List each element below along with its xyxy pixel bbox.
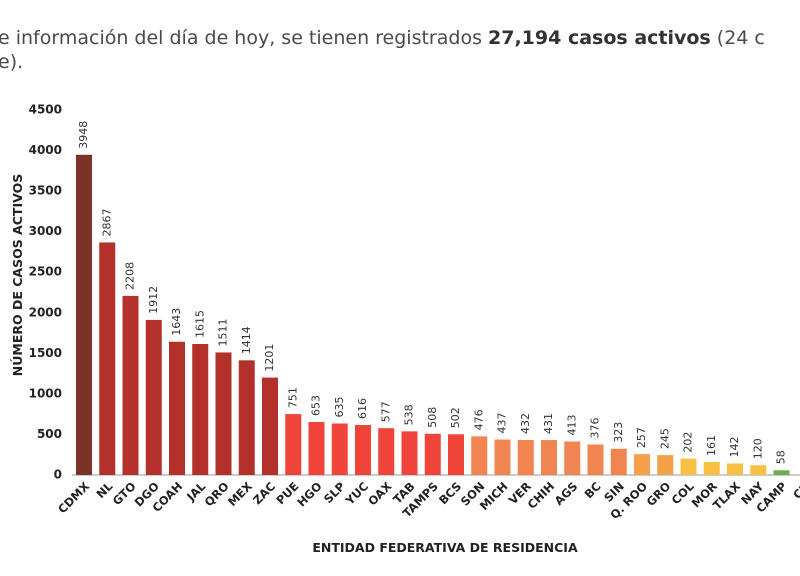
x-tick-label: CDMX	[55, 479, 92, 516]
y-tick-label: 2000	[29, 305, 62, 319]
x-tick-label: MEX	[225, 479, 255, 509]
value-label: 508	[426, 407, 439, 428]
value-label: 142	[728, 436, 741, 457]
x-tick-label: YUC	[342, 479, 371, 508]
value-label: 120	[751, 438, 764, 459]
bar	[262, 377, 278, 475]
value-label: 653	[310, 395, 323, 416]
x-tick-label: HGO	[294, 479, 324, 509]
value-label: 245	[658, 428, 671, 449]
x-tick-label: CHIH	[525, 479, 558, 512]
intro-text: (24 c	[711, 27, 765, 49]
value-label: 1643	[170, 308, 183, 336]
intro-line: e).	[0, 51, 23, 73]
y-tick-label: 4000	[29, 143, 62, 157]
value-label: 1201	[263, 344, 276, 372]
x-tick-label: ZAC	[250, 479, 278, 507]
x-tick-label: BC	[582, 479, 604, 501]
bar	[541, 440, 557, 475]
value-label: 161	[705, 435, 718, 456]
bar	[99, 242, 116, 475]
x-tick-label: OAX	[365, 479, 394, 508]
y-tick-label: 3500	[29, 184, 62, 198]
value-label: 502	[449, 407, 462, 428]
y-tick-label: 2500	[29, 265, 62, 279]
bar	[494, 439, 511, 475]
bar	[448, 434, 464, 475]
x-tick-label: CH	[790, 479, 800, 502]
bar	[680, 458, 697, 475]
intro-text: e información del día de hoy, se tienen …	[0, 27, 488, 49]
bar	[378, 428, 395, 475]
value-label: 323	[612, 422, 625, 443]
value-label: 476	[472, 409, 485, 430]
bar	[76, 154, 92, 476]
value-label: 577	[379, 401, 392, 422]
value-label: 1414	[240, 326, 253, 354]
value-label: 1615	[193, 310, 206, 338]
bar	[634, 454, 650, 475]
value-label: 616	[356, 398, 369, 419]
value-label: 3948	[77, 121, 90, 149]
bar	[122, 295, 139, 475]
bar	[564, 441, 581, 475]
bar	[750, 465, 767, 475]
bar	[471, 436, 488, 475]
bar	[308, 422, 325, 475]
value-label: 257	[635, 427, 648, 448]
value-label: 751	[286, 387, 299, 408]
value-label: 1511	[217, 318, 230, 346]
bar	[517, 439, 534, 475]
x-tick-label: SLP	[321, 479, 348, 506]
bar	[424, 433, 441, 475]
bar	[587, 444, 604, 475]
x-tick-label: GRO	[644, 479, 674, 509]
x-tick-label: GTO	[110, 479, 139, 508]
x-tick-label: BCS	[436, 479, 464, 507]
bar	[703, 461, 720, 475]
bar	[215, 352, 232, 475]
bar	[355, 425, 371, 475]
y-tick-label: 0	[54, 468, 62, 482]
bar	[285, 414, 302, 475]
y-tick-label: 3000	[29, 224, 62, 238]
value-label: 437	[496, 413, 509, 434]
value-label: 431	[542, 413, 555, 434]
value-label: 538	[403, 404, 416, 425]
intro-bold: 27,194 casos activos	[488, 27, 711, 49]
value-label: 432	[519, 413, 532, 434]
bar	[401, 431, 418, 475]
value-label: 1912	[147, 286, 160, 314]
value-label: 58	[775, 450, 788, 464]
intro-line: e información del día de hoy, se tienen …	[0, 27, 765, 49]
bar	[331, 423, 348, 475]
bar	[238, 360, 255, 475]
bar	[657, 455, 674, 475]
x-tick-label: AGS	[552, 479, 581, 508]
x-axis-label: ENTIDAD FEDERATIVA DE RESIDENCIA	[312, 540, 578, 555]
y-tick-label: 1000	[29, 386, 62, 400]
value-label: 376	[589, 418, 602, 439]
value-label: 635	[333, 396, 346, 417]
value-label: 2208	[124, 262, 137, 290]
y-axis-label: NÚMERO DE CASOS ACTIVOS	[10, 174, 25, 376]
bar	[773, 470, 790, 475]
y-tick-label: 500	[37, 427, 62, 441]
bar	[192, 344, 209, 475]
x-tick-label: TLAX	[710, 479, 743, 512]
y-tick-label: 4500	[29, 103, 62, 117]
y-tick-label: 1500	[29, 346, 62, 360]
value-label: 413	[565, 415, 578, 436]
bar	[145, 319, 162, 475]
bar	[727, 463, 743, 475]
bar	[169, 341, 185, 475]
value-label: 202	[682, 432, 695, 453]
bar	[610, 448, 627, 475]
value-label: 2867	[100, 208, 113, 236]
x-tick-label: QRO	[202, 479, 232, 509]
